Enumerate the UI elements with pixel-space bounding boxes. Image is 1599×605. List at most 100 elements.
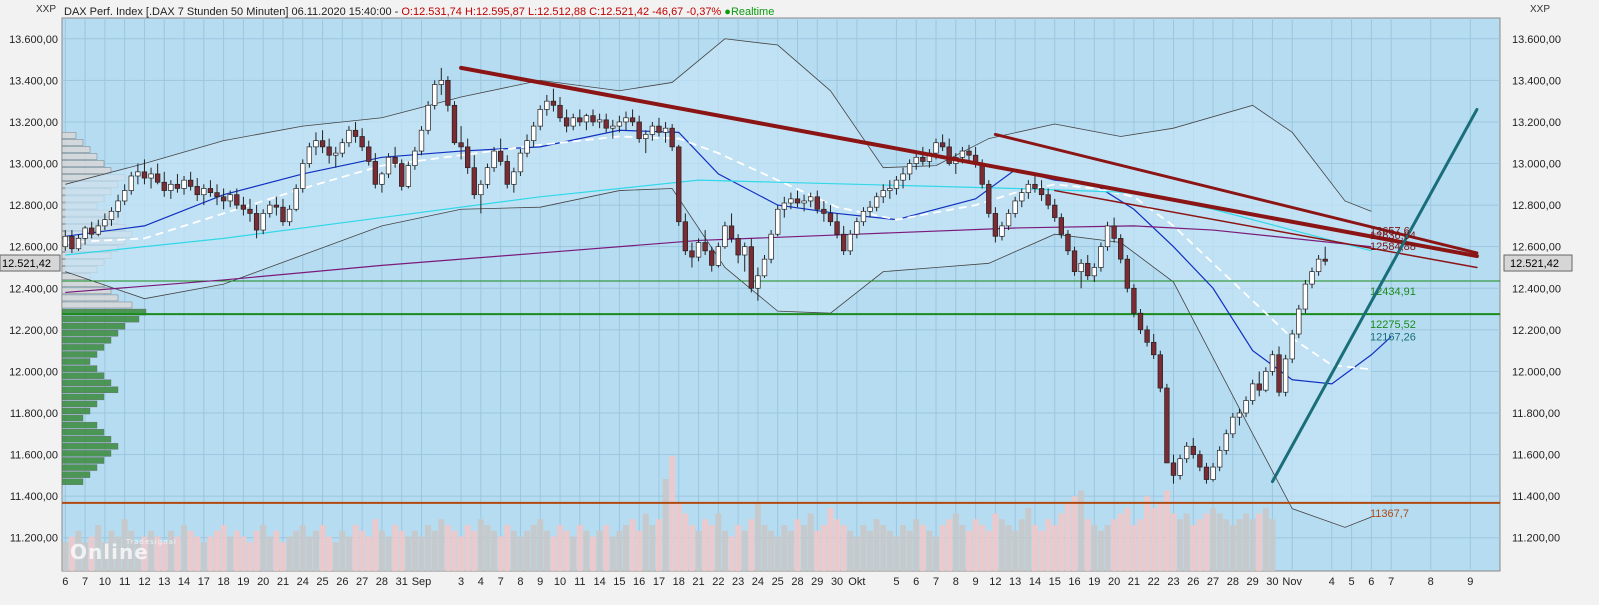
candle-body[interactable] [458, 142, 464, 148]
candle-body[interactable] [1203, 466, 1210, 480]
candle-body[interactable] [939, 142, 946, 148]
candle-body[interactable] [821, 208, 827, 214]
candle-body[interactable] [801, 200, 807, 204]
candle-body[interactable] [966, 150, 972, 156]
candle-body[interactable] [366, 146, 372, 162]
candle-body[interactable] [834, 221, 840, 235]
candle-body[interactable] [887, 188, 893, 191]
candle-body[interactable] [69, 235, 75, 250]
candle-body[interactable] [1058, 217, 1065, 235]
candle-body[interactable] [550, 100, 557, 106]
candle-body[interactable] [893, 179, 900, 189]
candle-body[interactable] [986, 183, 992, 214]
candle-body[interactable] [577, 117, 583, 123]
candle-body[interactable] [709, 250, 715, 266]
candle-body[interactable] [649, 125, 656, 135]
candle-body[interactable] [405, 165, 411, 187]
candle-body[interactable] [1230, 416, 1236, 435]
candle-body[interactable] [174, 183, 181, 189]
candle-body[interactable] [1282, 358, 1289, 393]
candle-body[interactable] [682, 221, 689, 252]
candle-body[interactable] [1322, 258, 1328, 262]
candle-body[interactable] [715, 246, 721, 266]
candle-body[interactable] [372, 161, 378, 185]
candle-body[interactable] [946, 146, 952, 164]
candle-body[interactable] [590, 115, 596, 123]
candle-body[interactable] [1197, 454, 1203, 468]
candle-body[interactable] [128, 175, 134, 191]
trend-line-down_second[interactable] [993, 132, 1479, 255]
candle-body[interactable] [497, 150, 504, 162]
candle-body[interactable] [181, 179, 187, 189]
candle-body[interactable] [1111, 225, 1117, 239]
candle-body[interactable] [636, 121, 642, 139]
candle-body[interactable] [95, 225, 101, 235]
candle-body[interactable] [629, 117, 636, 123]
candle-body[interactable] [1045, 194, 1051, 206]
candle-body[interactable] [293, 188, 299, 210]
candle-body[interactable] [530, 125, 537, 142]
candle-body[interactable] [1157, 354, 1163, 389]
candle-body[interactable] [1309, 271, 1315, 285]
candle-body[interactable] [412, 150, 418, 166]
candle-body[interactable] [794, 198, 801, 204]
candle-body[interactable] [676, 146, 682, 223]
candle-body[interactable] [313, 140, 319, 148]
candle-body[interactable] [445, 80, 451, 106]
candle-body[interactable] [1190, 445, 1196, 455]
candle-body[interactable] [610, 125, 616, 129]
candle-body[interactable] [319, 140, 326, 148]
candle-body[interactable] [616, 121, 623, 127]
candle-body[interactable] [1032, 183, 1038, 189]
candle-body[interactable] [425, 104, 431, 131]
candle-body[interactable] [1144, 329, 1150, 343]
candle-body[interactable] [504, 161, 510, 185]
candle-body[interactable] [906, 163, 913, 175]
candle-body[interactable] [247, 208, 253, 214]
candle-body[interactable] [214, 192, 220, 198]
candle-body[interactable] [300, 163, 306, 189]
candle-body[interactable] [346, 129, 352, 144]
candle-body[interactable] [1263, 371, 1269, 391]
candle-body[interactable] [418, 129, 425, 152]
candle-body[interactable] [669, 127, 675, 148]
trend-line-up_line[interactable] [1270, 107, 1479, 484]
candle-body[interactable] [933, 142, 939, 154]
candle-body[interactable] [1256, 383, 1262, 391]
candle-body[interactable] [1098, 246, 1104, 268]
candle-body[interactable] [240, 204, 247, 210]
candle-body[interactable] [1243, 400, 1249, 414]
candle-body[interactable] [1269, 354, 1276, 372]
candle-body[interactable] [1104, 225, 1111, 248]
candle-body[interactable] [1124, 258, 1130, 289]
candle-body[interactable] [1118, 238, 1124, 260]
candle-body[interactable] [570, 117, 576, 127]
candle-body[interactable] [148, 173, 154, 179]
candle-body[interactable] [742, 246, 748, 256]
candle-body[interactable] [511, 171, 517, 185]
candle-body[interactable] [920, 156, 926, 162]
candle-body[interactable] [1005, 213, 1012, 227]
candle-body[interactable] [728, 225, 735, 239]
candle-body[interactable] [847, 233, 853, 252]
candle-body[interactable] [781, 202, 787, 210]
candle-body[interactable] [234, 194, 240, 206]
candle-body[interactable] [1065, 233, 1071, 252]
candle-body[interactable] [999, 225, 1005, 237]
candle-body[interactable] [1177, 458, 1183, 476]
candle-body[interactable] [141, 171, 148, 179]
candle-body[interactable] [1315, 258, 1322, 272]
candle-body[interactable] [583, 115, 590, 123]
candle-body[interactable] [267, 204, 273, 214]
candle-body[interactable] [537, 109, 543, 127]
candle-body[interactable] [227, 194, 233, 202]
candle-body[interactable] [220, 196, 227, 202]
candle-body[interactable] [841, 233, 847, 252]
candle-body[interactable] [814, 196, 820, 210]
candle-body[interactable] [557, 104, 563, 119]
candle-body[interactable] [900, 173, 906, 181]
candle-body[interactable] [880, 190, 886, 198]
candle-body[interactable] [1151, 341, 1157, 356]
trend-line-down_main[interactable] [459, 65, 1479, 259]
